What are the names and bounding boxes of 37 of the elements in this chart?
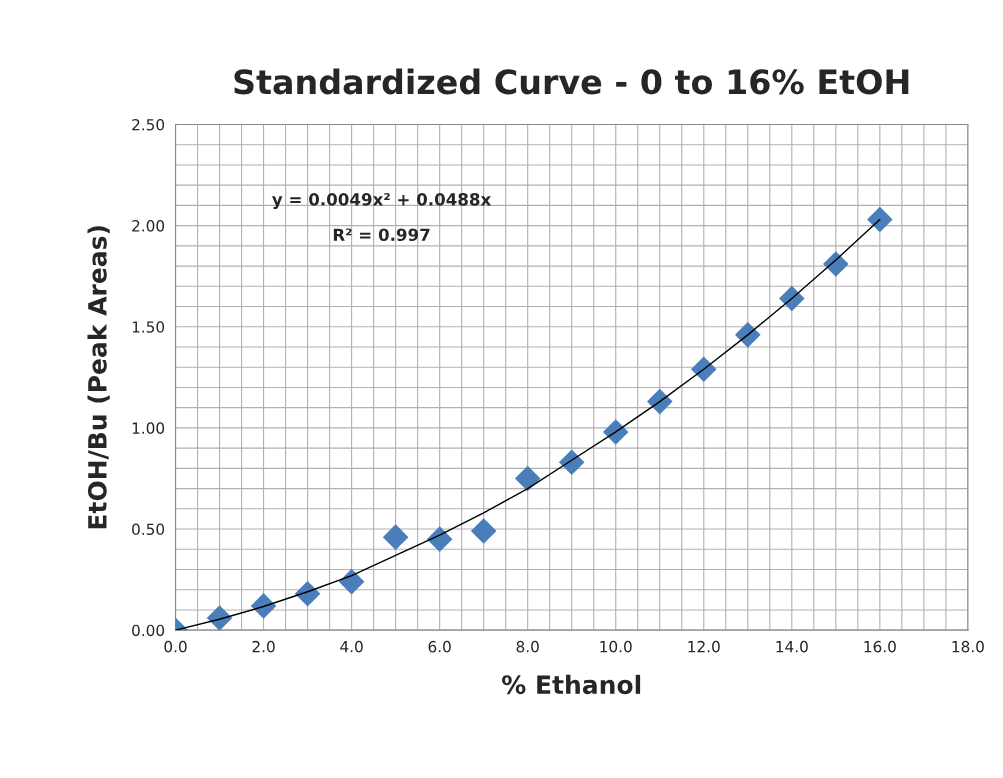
point: [338, 568, 365, 595]
x-tick-label: 16.0: [864, 640, 896, 653]
point: [779, 285, 805, 312]
point: [206, 605, 233, 631]
x-tick-label: 0.0: [164, 640, 187, 653]
point: [294, 580, 321, 607]
y-tick-label: 0.00: [132, 624, 165, 637]
point: [250, 593, 277, 619]
point: [470, 518, 497, 544]
point: [426, 526, 453, 552]
y-tick-label: 2.00: [132, 220, 165, 232]
y-axis-title: EtOH/Bu (Peak Areas): [87, 226, 110, 529]
x-tick-label: 10.0: [600, 640, 632, 653]
x-tick-label: 14.0: [776, 640, 808, 653]
point: [646, 388, 673, 415]
x-tick-label: 18.0: [952, 640, 984, 653]
point: [602, 419, 629, 445]
y-tick-label: 1.00: [132, 422, 165, 434]
point: [690, 356, 717, 383]
x-tick-label: 12.0: [688, 640, 720, 653]
point: [867, 206, 893, 233]
point: [823, 251, 849, 277]
point: [734, 322, 761, 348]
x-tick-label: 2.0: [252, 640, 275, 653]
x-axis-title: % Ethanol: [502, 674, 641, 695]
x-tick-label: 8.0: [516, 640, 539, 653]
x-tick-label: 6.0: [428, 640, 451, 653]
point: [514, 465, 541, 492]
y-tick-label: 1.50: [132, 321, 165, 333]
x-tick-label: 4.0: [340, 640, 363, 653]
point: [558, 449, 585, 476]
annotation: R² = 0.997: [333, 228, 430, 242]
chart-title: Standardized Curve - 0 to 16% EtOH: [234, 68, 909, 95]
y-tick-label: 2.50: [132, 118, 165, 131]
annotation: y = 0.0049x² + 0.0488x: [272, 193, 492, 209]
y-tick-label: 0.50: [132, 523, 165, 536]
point: [382, 524, 409, 550]
